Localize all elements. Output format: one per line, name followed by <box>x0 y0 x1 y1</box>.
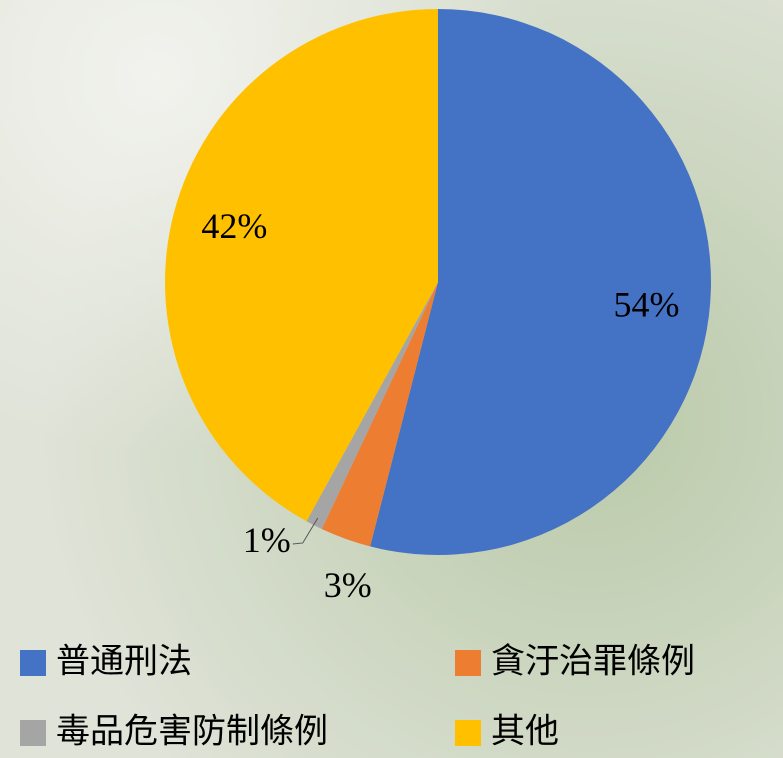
data-label: 42% <box>201 206 267 246</box>
leader-line <box>292 517 319 545</box>
legend-swatch <box>455 720 481 746</box>
legend-swatch <box>20 650 46 676</box>
data-label: 54% <box>614 285 680 325</box>
pie-slice <box>321 282 438 547</box>
legend-label: 毒品危害防制條例 <box>56 712 328 752</box>
legend-label: 其他 <box>491 712 559 752</box>
data-label: 3% <box>324 565 372 605</box>
pie-slice <box>165 9 439 522</box>
legend-swatch <box>455 650 481 676</box>
pie-slice <box>370 9 712 556</box>
legend-label: 貪汙治罪條例 <box>491 642 695 682</box>
legend-label: 普通刑法 <box>56 642 192 682</box>
data-label: 1% <box>243 520 291 560</box>
legend-swatch <box>20 720 46 746</box>
pie-slice <box>306 282 438 530</box>
